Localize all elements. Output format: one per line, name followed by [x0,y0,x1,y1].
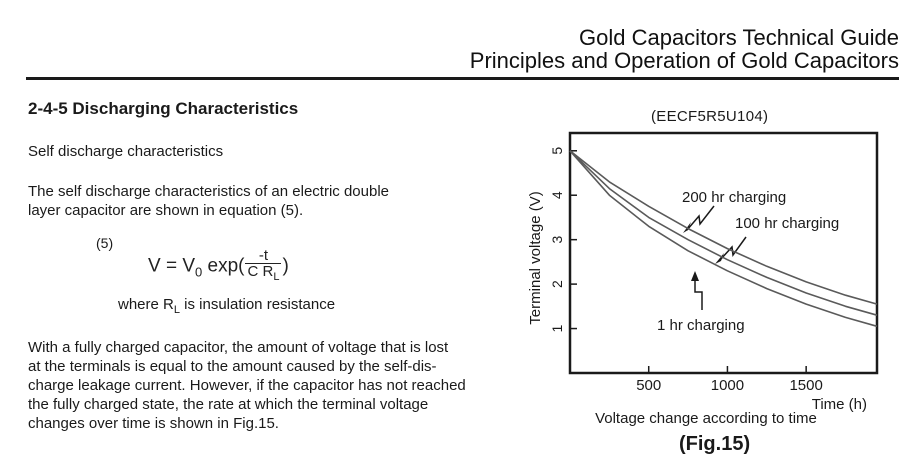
label-200hr: 200 hr charging [682,189,786,206]
guide-subtitle: Principles and Operation of Gold Capacit… [469,48,899,73]
series-line-2 [569,150,878,316]
y-tick-label: 4 [549,191,565,199]
equation: V = V0 exp(-t C RL) [148,248,289,285]
equation-v0-sub: 0 [195,264,203,280]
chart-model-label: (EECF5R5U104) [651,108,769,125]
equation-lhs: V = V [148,255,195,277]
figure-caption: (Fig.15) [679,433,751,455]
intro-line-2: layer capacitor are shown in equation (5… [28,202,304,219]
x-tick-label: 500 [636,377,661,394]
equation-denominator-text: C R [247,263,274,280]
label-1hr: 1 hr charging [657,317,745,334]
y-tick-label: 3 [549,236,565,244]
intro-line-1: The self discharge characteristics of an… [28,183,390,200]
guide-title: Gold Capacitors Technical Guide [579,25,899,50]
arrow-100hr [719,236,747,261]
arrow-1hr [694,276,703,310]
x-axis-unit: Time (h) [812,396,867,413]
section-subtitle: Self discharge characteristics [28,143,224,160]
where-post: is insulation resistance [179,296,336,313]
equation-where: where RL is insulation resistance [118,296,335,316]
equation-number: (5) [96,235,114,251]
label-100hr: 100 hr charging [735,215,839,232]
y-tick-label: 1 [549,324,565,332]
body-line-3: charge leakage current. However, if the … [28,377,466,394]
plot-frame [568,131,879,375]
body-line-5: changes over time is shown in Fig.15. [28,415,279,432]
x-tick-label: 1000 [711,377,744,394]
where-sub: L [173,304,180,316]
y-axis-label: Terminal voltage (V) [527,191,544,324]
equation-exp: exp( [202,255,245,277]
arrowhead-1hr [691,271,699,281]
body-line-4: the fully charged state, the rate at whi… [28,396,429,413]
body-line-1: With a fully charged capacitor, the amou… [28,339,449,356]
equation-close: ) [282,255,289,277]
body-line-2: at the terminals is equal to the amount … [28,358,437,375]
where-pre: where R [118,296,174,313]
equation-denominator: C RL [245,264,281,285]
arrowhead-100hr [715,253,724,264]
equation-fraction: -t C RL [245,248,282,285]
x-axis-label: Voltage change according to time [595,410,817,427]
series-line-1 [569,150,878,305]
series-line-3 [569,150,878,328]
header-rule [26,77,899,80]
y-tick-label: 5 [549,147,565,155]
arrow-200hr [686,205,715,231]
section-title: 2-4-5 Discharging Characteristics [28,99,299,118]
equation-rl-sub: L [273,271,280,283]
x-tick-label: 1500 [789,377,822,394]
y-tick-label: 2 [549,280,565,288]
equation-numerator: -t [245,248,282,264]
